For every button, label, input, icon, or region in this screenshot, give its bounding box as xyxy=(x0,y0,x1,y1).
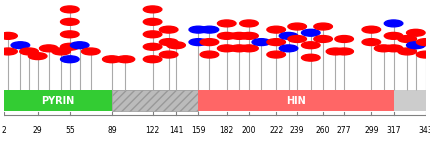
Text: 29: 29 xyxy=(33,126,43,135)
Circle shape xyxy=(218,32,236,39)
Circle shape xyxy=(0,32,17,39)
Circle shape xyxy=(375,45,393,52)
Circle shape xyxy=(61,6,79,13)
Circle shape xyxy=(240,45,258,52)
Circle shape xyxy=(362,39,381,45)
Text: 141: 141 xyxy=(169,126,183,135)
Text: 239: 239 xyxy=(290,126,304,135)
Text: 343: 343 xyxy=(418,126,430,135)
Circle shape xyxy=(61,43,79,50)
Circle shape xyxy=(326,48,345,55)
Text: PYRIN: PYRIN xyxy=(41,96,75,106)
Text: 222: 222 xyxy=(269,126,283,135)
Circle shape xyxy=(301,29,320,36)
Circle shape xyxy=(160,26,178,33)
Text: 200: 200 xyxy=(242,126,256,135)
Circle shape xyxy=(28,53,47,60)
Circle shape xyxy=(398,48,416,55)
Text: 2: 2 xyxy=(2,126,7,135)
Circle shape xyxy=(143,18,162,25)
Text: 277: 277 xyxy=(337,126,351,135)
Circle shape xyxy=(200,51,219,58)
Circle shape xyxy=(288,36,307,42)
Circle shape xyxy=(314,36,332,42)
Circle shape xyxy=(11,42,30,49)
Bar xyxy=(198,90,393,111)
Circle shape xyxy=(230,45,249,52)
Circle shape xyxy=(143,43,162,50)
Circle shape xyxy=(82,48,100,55)
Circle shape xyxy=(160,51,178,58)
Circle shape xyxy=(160,39,178,45)
Bar xyxy=(112,90,198,111)
Text: 55: 55 xyxy=(65,126,75,135)
Circle shape xyxy=(252,39,270,45)
Circle shape xyxy=(267,26,286,33)
Circle shape xyxy=(167,42,185,49)
Circle shape xyxy=(279,45,298,52)
Circle shape xyxy=(384,32,403,39)
Circle shape xyxy=(71,42,89,49)
Circle shape xyxy=(314,23,332,30)
Bar xyxy=(4,90,426,111)
Circle shape xyxy=(398,36,416,42)
Circle shape xyxy=(406,29,425,36)
Circle shape xyxy=(102,56,121,63)
Circle shape xyxy=(52,48,71,55)
Circle shape xyxy=(200,39,219,45)
Circle shape xyxy=(301,54,320,61)
Circle shape xyxy=(218,45,236,52)
Text: 299: 299 xyxy=(364,126,378,135)
Circle shape xyxy=(189,39,208,45)
Text: HIN: HIN xyxy=(286,96,306,106)
Circle shape xyxy=(240,20,258,27)
Circle shape xyxy=(0,48,17,55)
Circle shape xyxy=(61,18,79,25)
Circle shape xyxy=(143,6,162,13)
Circle shape xyxy=(406,42,425,49)
Circle shape xyxy=(61,56,79,63)
Circle shape xyxy=(218,20,236,27)
Circle shape xyxy=(301,42,320,49)
Text: 260: 260 xyxy=(316,126,330,135)
Circle shape xyxy=(335,48,353,55)
Text: 317: 317 xyxy=(386,126,401,135)
Circle shape xyxy=(61,31,79,38)
Text: 122: 122 xyxy=(145,126,160,135)
Circle shape xyxy=(267,39,286,45)
Circle shape xyxy=(288,23,307,30)
Circle shape xyxy=(384,20,403,27)
Circle shape xyxy=(116,56,135,63)
Bar xyxy=(4,90,112,111)
Text: 89: 89 xyxy=(107,126,117,135)
Circle shape xyxy=(40,45,58,52)
Circle shape xyxy=(230,32,249,39)
Circle shape xyxy=(416,51,430,58)
Circle shape xyxy=(384,45,403,52)
Circle shape xyxy=(267,51,286,58)
Circle shape xyxy=(143,56,162,63)
Circle shape xyxy=(279,32,298,39)
Circle shape xyxy=(200,26,219,33)
Text: 182: 182 xyxy=(220,126,234,135)
Circle shape xyxy=(189,26,208,33)
Circle shape xyxy=(416,39,430,45)
Circle shape xyxy=(335,36,353,42)
Circle shape xyxy=(143,31,162,38)
Circle shape xyxy=(362,26,381,33)
Text: 159: 159 xyxy=(191,126,206,135)
Circle shape xyxy=(20,48,38,55)
Circle shape xyxy=(240,32,258,39)
